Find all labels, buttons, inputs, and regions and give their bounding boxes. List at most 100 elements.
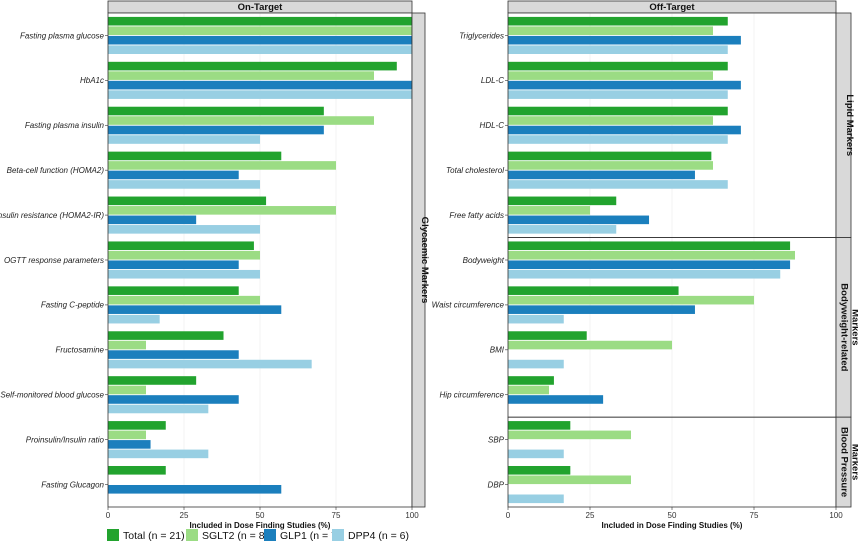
category-label: Self-monitored blood glucose	[0, 391, 104, 400]
legend-label-dpp4: DPP4 (n = 6)	[348, 530, 409, 542]
category-label: Fasting plasma glucose	[20, 31, 105, 40]
bar-self-monitored-blood-glucose-dpp4	[108, 404, 209, 414]
bar-self-monitored-blood-glucose-total	[108, 376, 197, 385]
bar-hdl-c-total	[508, 106, 728, 116]
bar-ldl-c-dpp4	[508, 90, 728, 99]
bar-triglycerides-total	[508, 16, 728, 26]
bar-beta-cell-function-homa2-sglt2	[108, 161, 336, 170]
bar-hba1c-dpp4	[108, 90, 412, 99]
bar-fructosamine-dpp4	[108, 359, 312, 369]
bar-hdl-c-dpp4	[508, 135, 728, 144]
bar-hip-circumference-sglt2	[508, 385, 549, 395]
bar-self-monitored-blood-glucose-glp1	[108, 395, 239, 404]
bar-fasting-plasma-glucose-total	[108, 16, 412, 26]
legend-label-sglt2: SGLT2 (n = 8)	[202, 530, 268, 542]
bar-ldl-c-glp1	[508, 80, 741, 90]
group-label: Blood Pressure	[838, 427, 849, 497]
category-label: LDL-C	[481, 76, 504, 85]
bar-bmi-dpp4	[508, 359, 564, 369]
legend: Total (n = 21) SGLT2 (n = 8) GLP1 (n = 7) D…	[107, 529, 409, 542]
bar-fructosamine-total	[108, 331, 224, 340]
bar-hdl-c-sglt2	[508, 116, 713, 125]
bar-fasting-c-peptide-dpp4	[108, 314, 160, 324]
bar-free-fatty-acids-sglt2	[508, 206, 590, 215]
bar-dbp-dpp4	[508, 494, 564, 504]
bar-proinsulin-insulin-ratio-total	[108, 421, 166, 430]
bar-bodyweight-glp1	[508, 260, 791, 270]
bar-free-fatty-acids-dpp4	[508, 225, 617, 234]
x-tick-label: 100	[405, 511, 419, 520]
category-label: Proinsulin/Insulin ratio	[26, 435, 105, 444]
category-label: BMI	[490, 346, 505, 355]
bar-fasting-glucagon-total	[108, 465, 166, 475]
bar-dbp-total	[508, 465, 571, 475]
group-label: Markers	[849, 309, 858, 345]
bar-triglycerides-sglt2	[508, 26, 713, 36]
category-label: Insulin resistance (HOMA2-IR)	[0, 211, 104, 220]
group-strip	[411, 12, 426, 508]
x-tick-label: 25	[586, 511, 595, 520]
bar-beta-cell-function-homa2-total	[108, 151, 282, 161]
bar-hip-circumference-glp1	[508, 395, 604, 404]
bar-fasting-plasma-insulin-glp1	[108, 125, 324, 135]
bar-ogtt-response-parameters-glp1	[108, 260, 239, 270]
group-label: Glycaemic Markers	[419, 217, 430, 304]
legend-label-glp1: GLP1 (n = 7)	[280, 530, 340, 542]
category-label: Beta-cell function (HOMA2)	[7, 166, 105, 175]
bar-bodyweight-sglt2	[508, 250, 795, 260]
panel-off-target: Off-Target Triglycerides LDL-C HDL-C Total c…	[432, 0, 858, 530]
bar-hba1c-sglt2	[108, 71, 374, 80]
bar-bmi-total	[508, 331, 587, 340]
legend-swatch-glp1	[264, 529, 276, 541]
bar-dbp-sglt2	[508, 475, 631, 485]
bar-fasting-c-peptide-sglt2	[108, 295, 260, 305]
bar-hba1c-total	[108, 61, 397, 71]
category-label: DBP	[488, 480, 505, 489]
category-label: Bodyweight	[463, 256, 505, 265]
x-tick-label: 25	[180, 511, 189, 520]
bar-sbp-total	[508, 421, 571, 430]
bar-fasting-c-peptide-total	[108, 286, 239, 295]
bar-fasting-plasma-insulin-sglt2	[108, 116, 374, 125]
x-tick-label: 100	[829, 511, 843, 520]
bar-ldl-c-sglt2	[508, 71, 713, 80]
bar-ogtt-response-parameters-sglt2	[108, 250, 260, 260]
group-label: Markers	[849, 444, 858, 480]
bar-fasting-plasma-insulin-total	[108, 106, 324, 116]
bar-insulin-resistance-homa2-ir-dpp4	[108, 225, 260, 234]
category-label: Waist circumference	[432, 301, 505, 310]
category-label: OGTT response parameters	[4, 256, 104, 265]
bar-bmi-sglt2	[508, 340, 672, 350]
panel-on-target: On-Target Fasting plasma glucose HbA1c Fast…	[0, 0, 430, 530]
bar-hba1c-glp1	[108, 80, 412, 90]
category-label: Fructosamine	[56, 346, 105, 355]
category-label: Free fatty acids	[449, 211, 504, 220]
bar-bodyweight-dpp4	[508, 269, 781, 279]
legend-label-total: Total (n = 21)	[123, 530, 185, 542]
bar-total-cholesterol-sglt2	[508, 161, 713, 170]
category-label: Fasting plasma insulin	[25, 121, 105, 130]
bar-hdl-c-glp1	[508, 125, 741, 135]
group-strip	[835, 416, 852, 508]
bar-triglycerides-glp1	[508, 35, 741, 45]
x-tick-label: 75	[332, 511, 341, 520]
category-label: HDL-C	[480, 121, 505, 130]
category-label: HbA1c	[80, 76, 104, 85]
bar-waist-circumference-glp1	[508, 305, 695, 314]
bar-fasting-plasma-glucose-sglt2	[108, 26, 412, 36]
bar-beta-cell-function-homa2-glp1	[108, 170, 239, 180]
bar-free-fatty-acids-total	[508, 196, 617, 206]
legend-swatch-total	[107, 529, 119, 541]
bar-ldl-c-total	[508, 61, 728, 71]
bar-fasting-c-peptide-glp1	[108, 305, 282, 314]
panel-title: Off-Target	[649, 2, 695, 13]
x-axis-title: Included in Dose Finding Studies (%)	[602, 521, 743, 530]
bar-sbp-sglt2	[508, 430, 631, 440]
category-label: Triglycerides	[459, 31, 504, 40]
bar-ogtt-response-parameters-dpp4	[108, 269, 260, 279]
bar-fructosamine-sglt2	[108, 340, 146, 350]
bar-hip-circumference-total	[508, 376, 554, 385]
category-label: Fasting Glucagon	[41, 480, 104, 489]
bar-fasting-glucagon-glp1	[108, 484, 282, 494]
